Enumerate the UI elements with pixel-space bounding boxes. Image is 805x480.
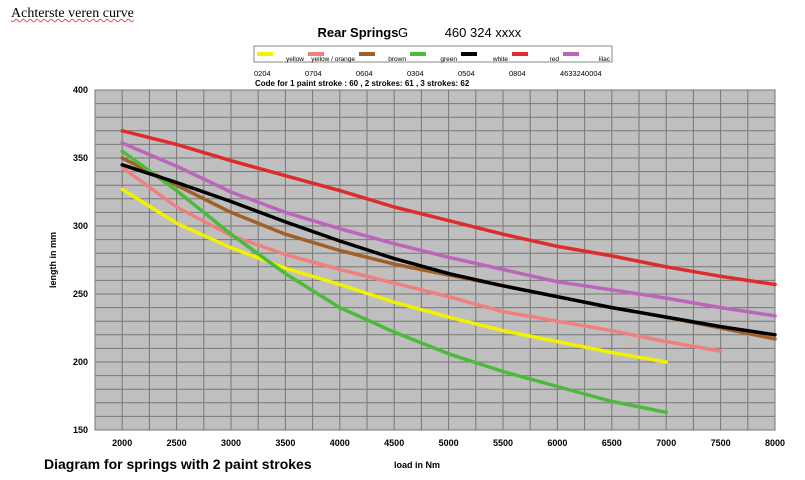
- series-code: 0304: [407, 69, 424, 78]
- legend-label: yellow: [286, 56, 304, 63]
- series-lines: [120, 129, 777, 415]
- plot-area: [94, 89, 776, 431]
- y-tick-labels: 150 200 250 300 350 400: [73, 85, 88, 435]
- series-code: 0704: [305, 69, 322, 78]
- document-heading: Achterste veren curve: [11, 6, 134, 21]
- x-tick-label: 4500: [384, 438, 404, 448]
- series-line-red: [120, 129, 777, 287]
- series-line-green: [120, 149, 668, 415]
- chart-title: Rear Springs: [318, 25, 399, 40]
- legend-box: [253, 45, 613, 63]
- chart-title-code: 460 324 xxxx: [445, 25, 522, 40]
- paint-stroke-code-note: Code for 1 paint stroke : 60 , 2 strokes…: [255, 79, 470, 88]
- y-tick-label: 150: [73, 425, 88, 435]
- diagram-caption: Diagram for springs with 2 paint strokes: [44, 456, 312, 472]
- x-tick-label: 5000: [439, 438, 459, 448]
- legend: yellow yellow / orange brown green white red l…: [257, 52, 611, 63]
- chart-title-letter: G: [398, 25, 408, 40]
- x-tick-label: 2500: [167, 438, 187, 448]
- series-code: 0804: [509, 69, 526, 78]
- legend-label: yellow / orange: [311, 56, 355, 63]
- series-line-lilac: [120, 141, 777, 318]
- legend-label: lilac: [599, 56, 611, 63]
- y-axis-label: length in mm: [48, 232, 58, 288]
- x-tick-label: 6500: [602, 438, 622, 448]
- y-tick-label: 250: [73, 289, 88, 299]
- x-tick-label: 5500: [493, 438, 513, 448]
- series-codes: 0204 0704 0604 0304 0504 0804 4633240004: [254, 69, 602, 78]
- y-tick-label: 200: [73, 357, 88, 367]
- y-tick-label: 300: [73, 221, 88, 231]
- legend-label: red: [550, 56, 560, 63]
- x-tick-label: 7500: [711, 438, 731, 448]
- legend-label: brown: [388, 56, 406, 63]
- legend-label: white: [492, 56, 509, 63]
- series-line-yellow-orange: [120, 165, 723, 353]
- y-tick-label: 350: [73, 153, 88, 163]
- x-tick-label: 2000: [112, 438, 132, 448]
- series-code: 0204: [254, 69, 271, 78]
- series-line-white: [120, 163, 777, 337]
- series-code: 4633240004: [560, 69, 602, 78]
- x-tick-label: 6000: [547, 438, 567, 448]
- legend-label: green: [440, 56, 457, 63]
- series-line-yellow: [120, 187, 668, 364]
- x-tick-label: 4000: [330, 438, 350, 448]
- x-tick-label: 7000: [656, 438, 676, 448]
- y-tick-label: 400: [73, 85, 88, 95]
- x-tick-label: 3500: [275, 438, 295, 448]
- x-tick-label: 8000: [765, 438, 785, 448]
- x-tick-labels: 2000 2500 3000 3500 4000 4500 5000 5500 6000 6500…: [112, 438, 785, 448]
- x-tick-label: 3000: [221, 438, 241, 448]
- x-axis-label: load in Nm: [394, 460, 440, 470]
- series-code: 0504: [458, 69, 475, 78]
- series-code: 0604: [356, 69, 373, 78]
